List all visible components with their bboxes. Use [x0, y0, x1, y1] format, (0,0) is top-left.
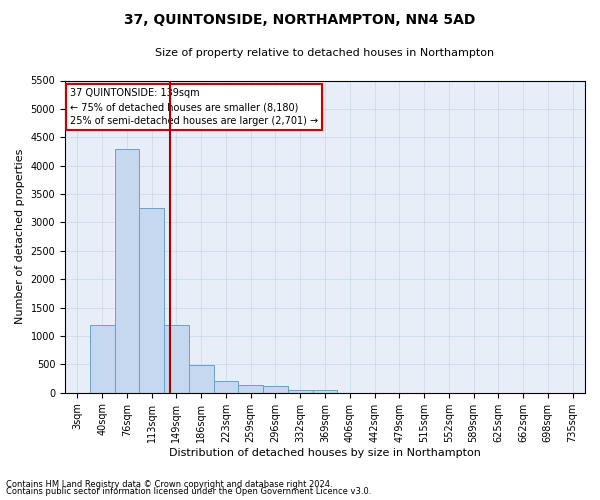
Bar [90, 324, 115, 392]
Bar [288, 390, 313, 392]
Bar [263, 386, 288, 392]
Bar [139, 208, 164, 392]
Text: Contains HM Land Registry data © Crown copyright and database right 2024.: Contains HM Land Registry data © Crown c… [6, 480, 332, 489]
Bar [313, 390, 337, 392]
Bar [115, 148, 139, 392]
Bar [238, 386, 263, 392]
Text: 37 QUINTONSIDE: 139sqm
← 75% of detached houses are smaller (8,180)
25% of semi-: 37 QUINTONSIDE: 139sqm ← 75% of detached… [70, 88, 319, 126]
Y-axis label: Number of detached properties: Number of detached properties [15, 149, 25, 324]
X-axis label: Distribution of detached houses by size in Northampton: Distribution of detached houses by size … [169, 448, 481, 458]
Bar [164, 324, 189, 392]
Bar [214, 382, 238, 392]
Text: 37, QUINTONSIDE, NORTHAMPTON, NN4 5AD: 37, QUINTONSIDE, NORTHAMPTON, NN4 5AD [124, 12, 476, 26]
Text: Contains public sector information licensed under the Open Government Licence v3: Contains public sector information licen… [6, 487, 371, 496]
Bar [189, 366, 214, 392]
Title: Size of property relative to detached houses in Northampton: Size of property relative to detached ho… [155, 48, 494, 58]
